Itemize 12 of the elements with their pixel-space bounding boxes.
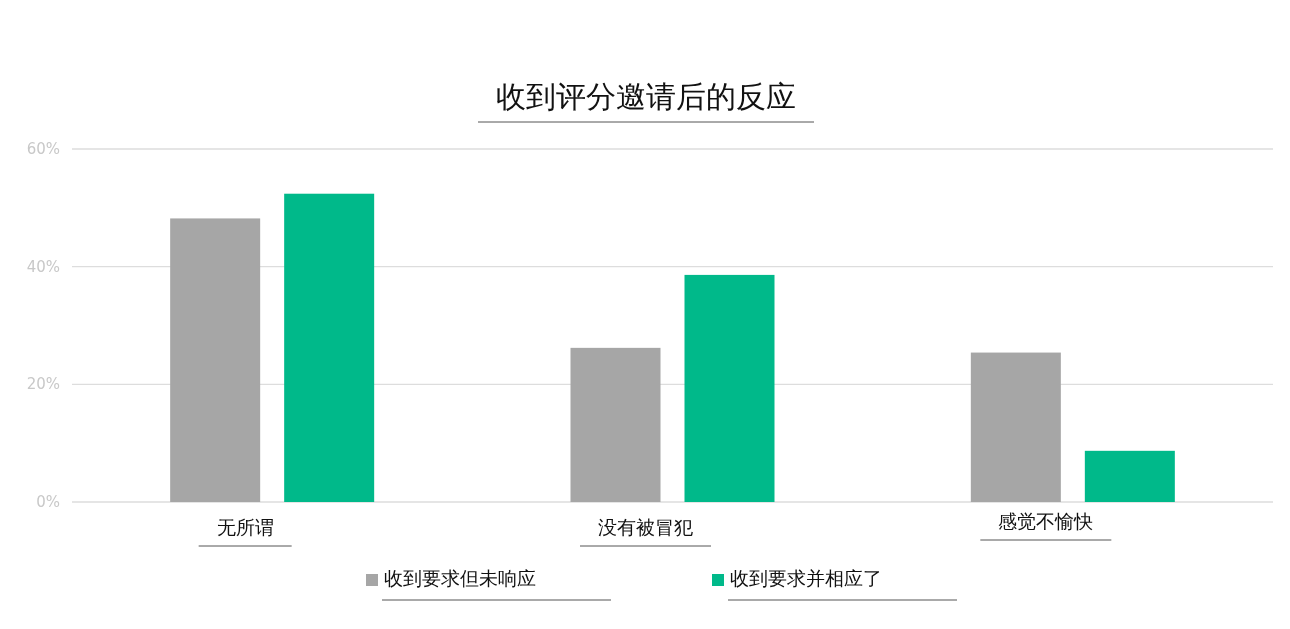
bar — [684, 274, 775, 502]
bar — [284, 193, 375, 502]
bar — [970, 352, 1061, 502]
bar — [1084, 450, 1175, 502]
legend-label: 收到要求并相应了 — [730, 567, 882, 589]
x-tick-label: 无所谓 — [216, 516, 274, 538]
legend-label: 收到要求但未响应 — [384, 567, 536, 589]
bar — [170, 218, 261, 502]
x-tick-label: 没有被冒犯 — [598, 516, 693, 538]
x-tick-label: 感觉不愉快 — [998, 510, 1094, 532]
bar — [570, 347, 661, 502]
chart-title: 收到评分邀请后的反应 — [496, 79, 796, 114]
